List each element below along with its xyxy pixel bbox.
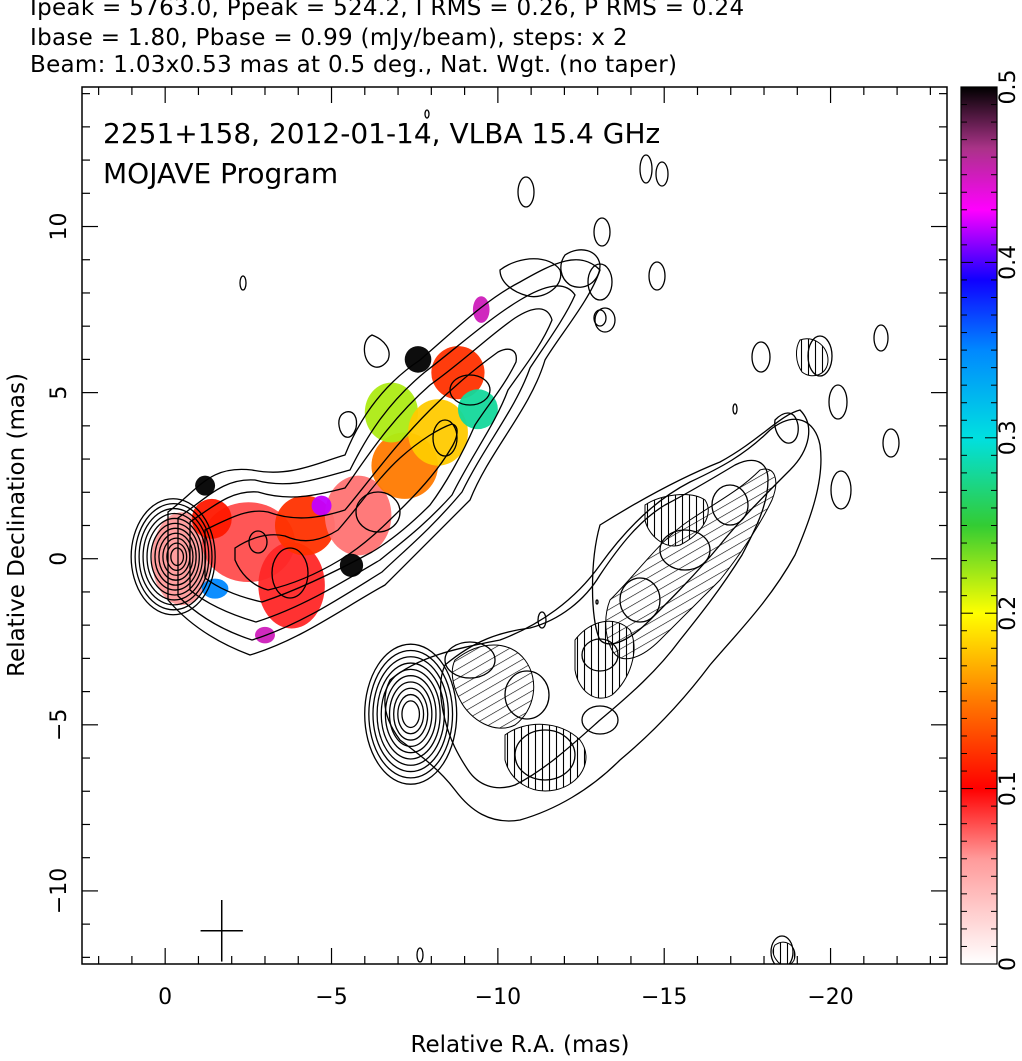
core-contour (397, 693, 425, 735)
core-contour (154, 527, 197, 586)
frac-pol-blob (472, 296, 490, 323)
y-tick-labels: −10 −5 0 5 10 (47, 213, 72, 915)
core-contour (380, 668, 441, 760)
core-contour (158, 532, 194, 581)
colorbar-tick-label: 0.5 (996, 70, 1021, 105)
colorbar-tick-label: 0.4 (996, 245, 1021, 280)
core-contour (146, 517, 204, 596)
total-intensity-contours (167, 109, 900, 963)
core-contour (162, 537, 191, 576)
colorbar-ticks (961, 86, 997, 965)
x-tick-label: 0 (158, 985, 172, 1010)
core-contour (166, 542, 188, 571)
chart-subtitle: MOJAVE Program (103, 157, 338, 190)
header-line-1: Ipeak = 5763.0, Ppeak = 524.2, I RMS = 0… (30, 0, 745, 21)
frac-pol-blob (408, 399, 468, 466)
core-contour (388, 681, 433, 748)
core-contour (401, 700, 421, 729)
core-contour (150, 522, 200, 591)
colorbar-tick-labels: 0 0.1 0.2 0.3 0.4 0.5 (996, 70, 1021, 972)
core-contour (384, 675, 437, 754)
core-contour (364, 643, 458, 785)
x-tick-label: −5 (315, 985, 347, 1010)
core-contours-top (130, 498, 216, 616)
frac-pol-blob (324, 475, 392, 556)
x-axis-ticks (98, 87, 931, 964)
core-contour (368, 649, 454, 779)
core-contour (134, 502, 213, 611)
core-contour (376, 662, 445, 766)
x-tick-label: −10 (475, 985, 521, 1010)
y-tick-label: −5 (47, 709, 72, 741)
beam-marker (200, 899, 243, 962)
frac-pol-blob (431, 346, 485, 400)
chart-title: 2251+158, 2012-01-14, VLBA 15.4 GHz (103, 117, 660, 150)
y-tick-label: −10 (47, 868, 72, 914)
core-contours-bottom (364, 643, 458, 785)
colorbar-tick-label: 0.3 (996, 420, 1021, 455)
y-tick-label: 0 (47, 552, 72, 566)
header-line-2: Ibase = 1.80, Pbase = 0.99 (mJy/beam), s… (30, 25, 628, 51)
frac-pol-blob (201, 578, 229, 599)
frac-pol-blob (457, 389, 498, 430)
core-contour (372, 656, 450, 773)
frac-pol-blob (195, 475, 216, 496)
colorbar-tick-label: 0.2 (996, 596, 1021, 631)
core-contour (138, 507, 210, 606)
x-tick-label: −20 (807, 985, 853, 1010)
core-contour (170, 547, 185, 567)
frac-pol-blob (258, 542, 325, 629)
fractional-polarization-map (151, 296, 498, 644)
y-tick-label: 5 (47, 386, 72, 400)
core-contour (142, 512, 207, 601)
y-axis-ticks (82, 93, 947, 958)
frac-pol-blob (311, 495, 332, 516)
colorbar-tick-label: 0 (996, 957, 1021, 971)
colorbar-tick-label: 0.1 (996, 771, 1021, 806)
y-tick-label: 10 (47, 213, 72, 241)
x-axis-label: Relative R.A. (mas) (411, 1032, 630, 1058)
header-line-3: Beam: 1.03x0.53 mas at 0.5 deg., Nat. Wg… (30, 52, 678, 78)
x-tick-labels: 0 −5 −10 −15 −20 (158, 985, 854, 1010)
evpa-hatching (451, 338, 829, 964)
y-axis-label: Relative Declination (mas) (4, 373, 30, 677)
core-contour (393, 687, 429, 741)
core-contour (130, 498, 216, 616)
x-tick-label: −15 (641, 985, 687, 1010)
